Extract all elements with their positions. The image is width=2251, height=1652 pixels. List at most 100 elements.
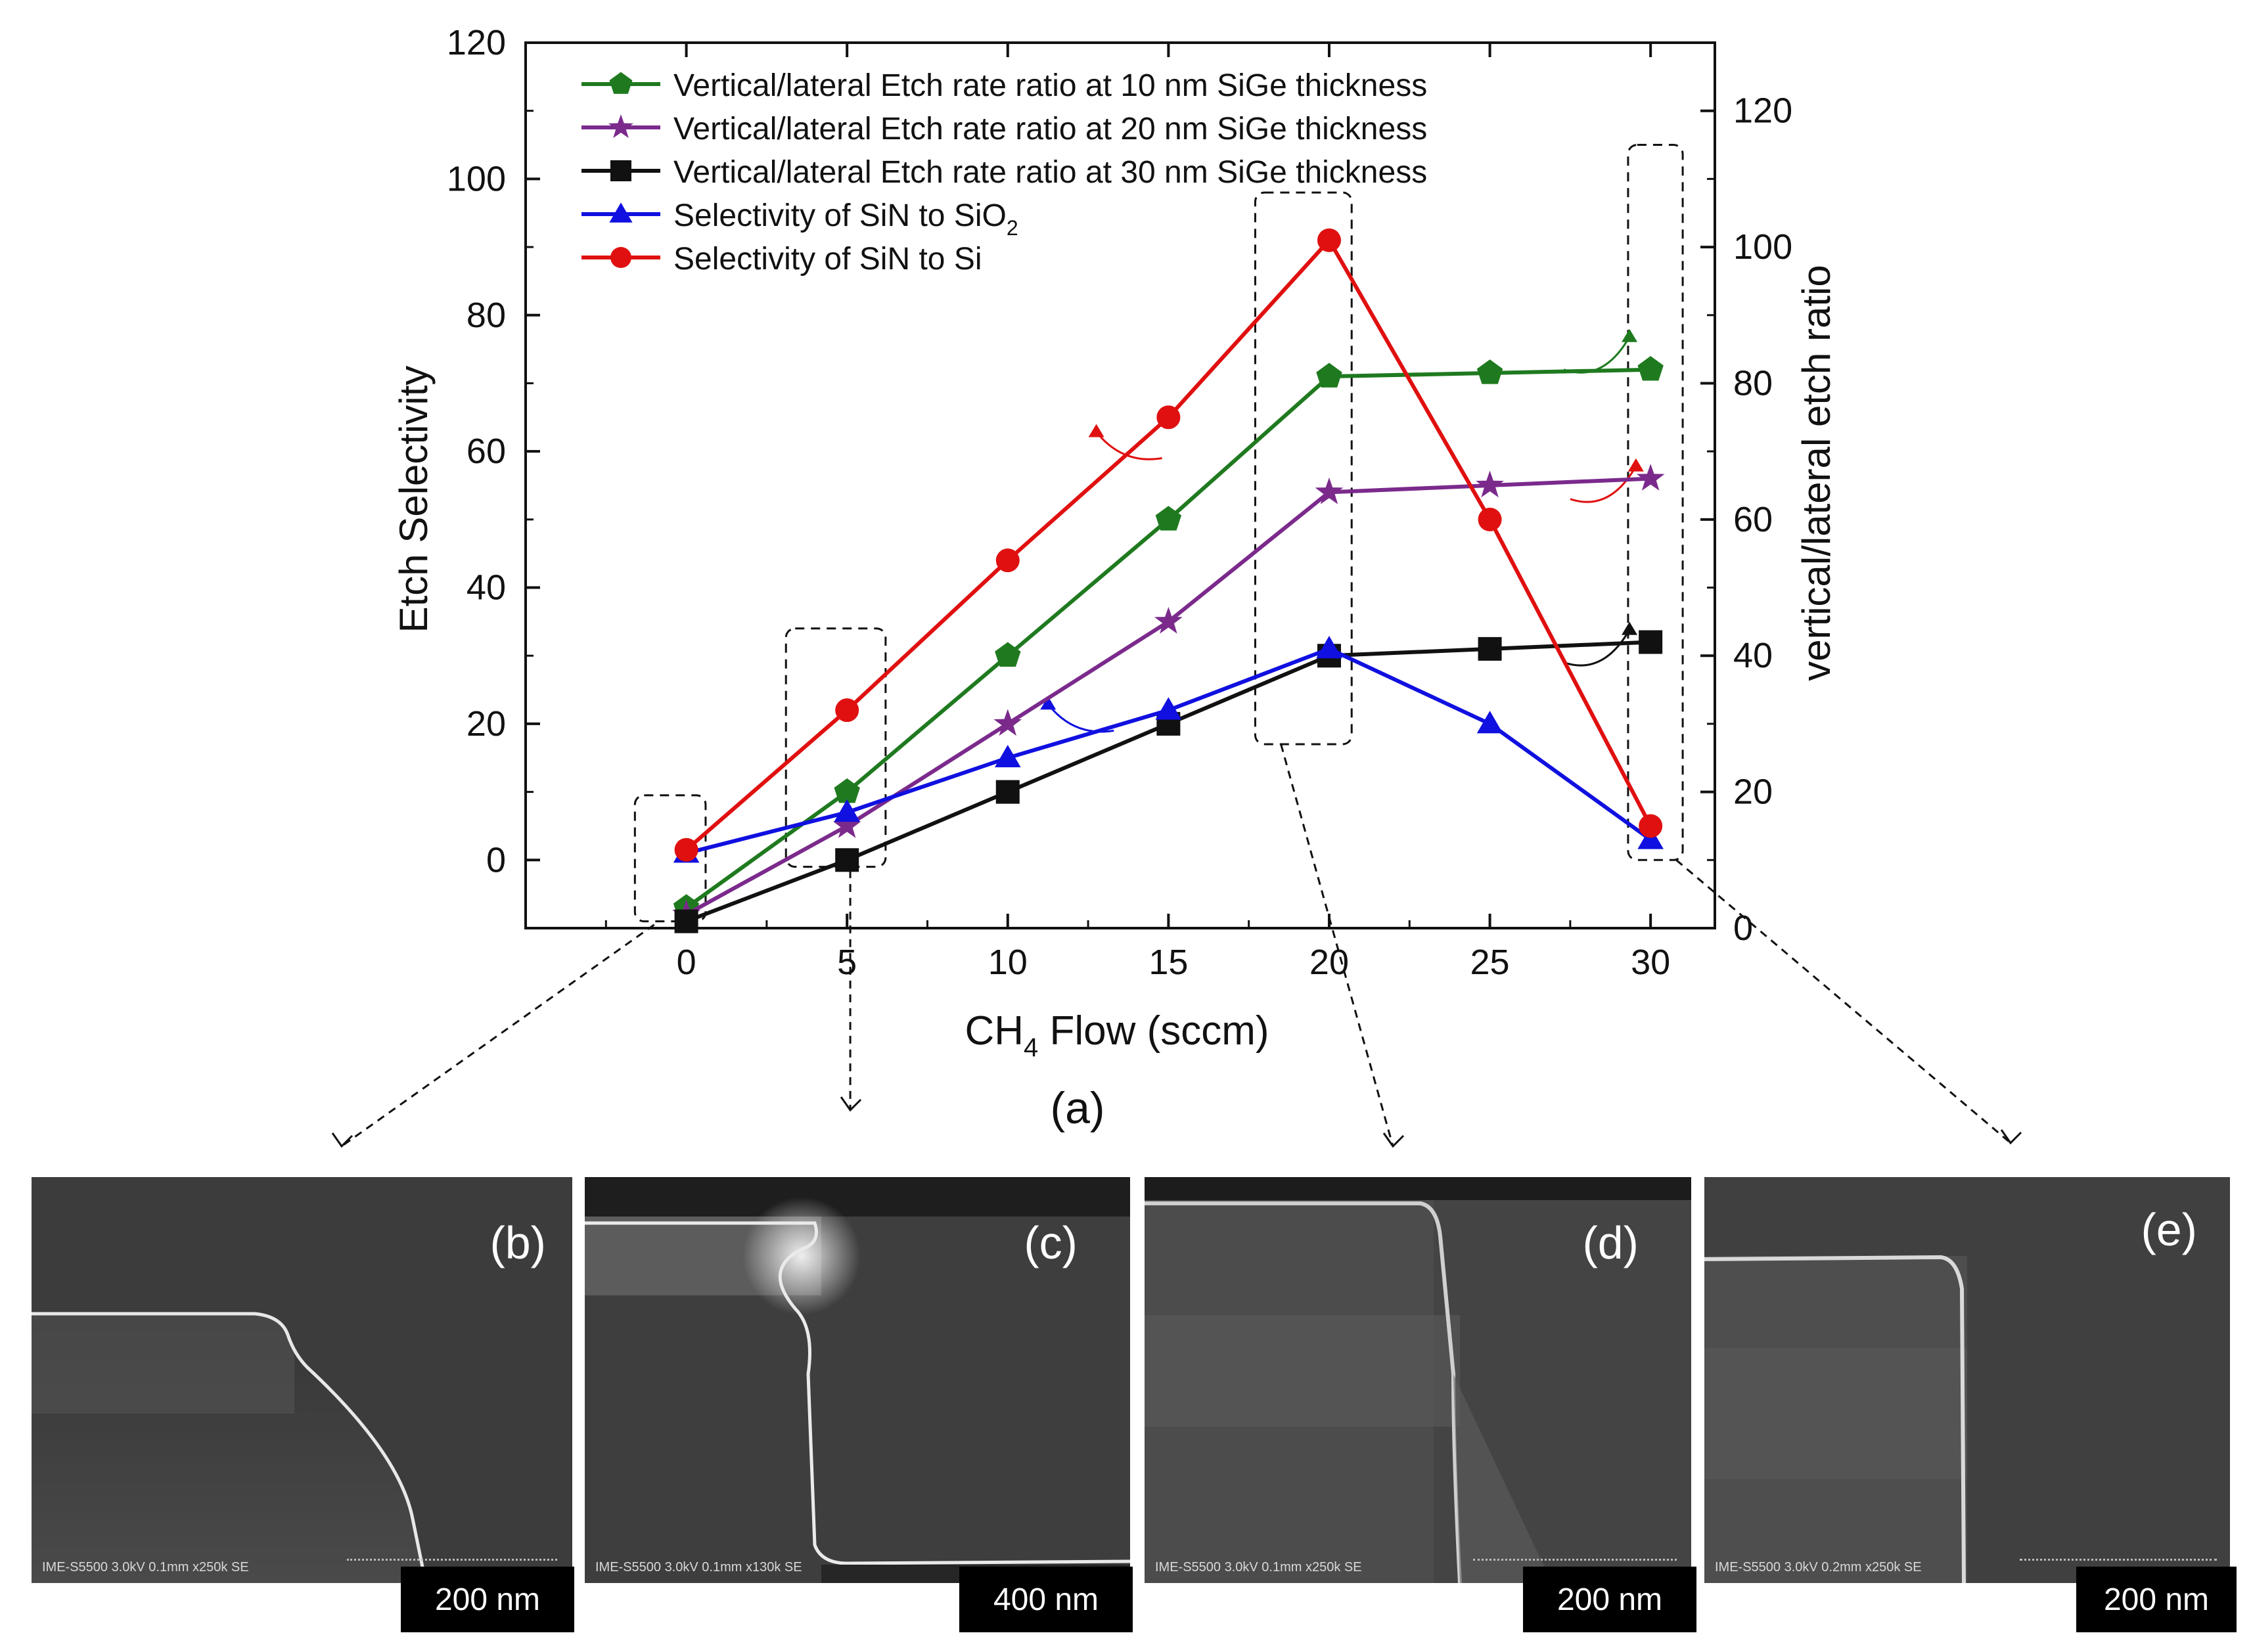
legend-marker-3 bbox=[609, 202, 633, 223]
x-tick-label: 5 bbox=[837, 943, 857, 982]
y-tick-label: 60 bbox=[466, 432, 506, 471]
sem-ticks-e bbox=[2020, 1553, 2217, 1561]
axis-indicator-arrowhead-1 bbox=[1040, 696, 1057, 710]
data-point-4-2 bbox=[995, 548, 1020, 573]
data-point-2-0 bbox=[674, 909, 698, 933]
data-point-1-5 bbox=[1476, 470, 1504, 498]
data-point-3-4 bbox=[1316, 636, 1342, 659]
series-line-4 bbox=[685, 236, 1652, 852]
y2-tick-label: 0 bbox=[1733, 908, 1753, 948]
y2-tick-label: 60 bbox=[1733, 500, 1773, 539]
y2-tick-label: 20 bbox=[1733, 772, 1773, 812]
y-axis-label: Etch Selectivity bbox=[392, 366, 436, 633]
data-point-3-5 bbox=[1476, 711, 1503, 734]
data-point-3-3 bbox=[1155, 697, 1182, 720]
legend-marker-1 bbox=[608, 114, 634, 139]
series-line-0 bbox=[685, 367, 1651, 910]
axis-indicator-arrowhead-2 bbox=[1622, 328, 1638, 342]
pointer-line-b bbox=[341, 924, 655, 1148]
y-tick-label: 20 bbox=[466, 704, 506, 744]
sem-tag-c: (c) bbox=[1024, 1217, 1078, 1268]
data-point-0-4 bbox=[1316, 363, 1342, 388]
axis-indicator-arrow-3 bbox=[1570, 465, 1637, 503]
sem-info-e: IME-S5500 3.0kV 0.2mm x250k SE bbox=[1715, 1560, 1922, 1574]
legend-label-0: Vertical/lateral Etch rate ratio at 10 n… bbox=[673, 68, 1427, 103]
pointer-arrowhead bbox=[840, 1096, 862, 1112]
sem-image-b bbox=[32, 1177, 572, 1583]
data-point-0-2 bbox=[995, 642, 1021, 667]
sem-panel-d: (d) IME-S5500 3.0kV 0.1mm x250k SE bbox=[1145, 1177, 1691, 1583]
y2-tick-label: 120 bbox=[1733, 91, 1792, 131]
series-line-3 bbox=[685, 646, 1652, 855]
sem-panel-e: (e) IME-S5500 3.0kV 0.2mm x250k SE bbox=[1704, 1177, 2230, 1583]
data-point-3-2 bbox=[994, 744, 1021, 768]
data-point-4-0 bbox=[674, 837, 698, 862]
series-line-2 bbox=[685, 640, 1651, 924]
data-point-0-1 bbox=[834, 778, 860, 803]
sem-panel-c: (c) IME-S5500 3.0kV 0.1mm x130k SE bbox=[585, 1177, 1130, 1583]
panel-label-a: (a) bbox=[1050, 1083, 1104, 1133]
y2-tick-label: 80 bbox=[1733, 363, 1773, 403]
sem-scalebar-c: 400 nm bbox=[959, 1567, 1133, 1632]
data-point-4-4 bbox=[1317, 228, 1341, 252]
axis-indicator-arrow-2 bbox=[1563, 336, 1631, 374]
axis-indicator-arrow-0 bbox=[1095, 431, 1162, 460]
y-tick-label: 40 bbox=[466, 568, 506, 608]
x-axis-label: CH4 Flow (sccm) bbox=[965, 1008, 1269, 1062]
sem-info-b: IME-S5500 3.0kV 0.1mm x250k SE bbox=[42, 1560, 249, 1574]
data-point-0-5 bbox=[1476, 359, 1503, 384]
legend-marker-4 bbox=[610, 247, 631, 268]
x-tick-label: 0 bbox=[677, 943, 696, 982]
sem-image-c bbox=[585, 1177, 1130, 1583]
data-point-1-6 bbox=[1636, 464, 1665, 491]
legend-marker-0 bbox=[609, 72, 633, 94]
data-point-4-5 bbox=[1478, 507, 1502, 531]
x-tick-label: 15 bbox=[1148, 943, 1188, 982]
data-point-1-2 bbox=[993, 709, 1022, 736]
sem-ticks-b bbox=[347, 1553, 557, 1561]
pointer-line-d bbox=[1280, 744, 1394, 1147]
y2-tick-label: 40 bbox=[1733, 636, 1773, 675]
y-tick-label: 120 bbox=[447, 23, 506, 62]
legend-label-2: Vertical/lateral Etch rate ratio at 30 n… bbox=[673, 155, 1427, 190]
data-point-2-1 bbox=[835, 848, 859, 872]
data-point-0-3 bbox=[1155, 506, 1182, 531]
highlight-box-30 bbox=[1627, 144, 1684, 861]
sem-scalebar-e: 200 nm bbox=[2076, 1567, 2237, 1632]
x-tick-label: 10 bbox=[988, 943, 1028, 982]
sem-tag-d: (d) bbox=[1582, 1217, 1639, 1268]
legend-label-1: Vertical/lateral Etch rate ratio at 20 n… bbox=[673, 112, 1427, 146]
sem-scalebar-b: 200 nm bbox=[401, 1567, 574, 1632]
data-point-1-4 bbox=[1315, 477, 1344, 504]
data-point-2-6 bbox=[1639, 630, 1663, 654]
axis-indicator-arrowhead-0 bbox=[1088, 424, 1104, 437]
x-tick-label: 20 bbox=[1309, 943, 1349, 982]
data-point-4-3 bbox=[1156, 405, 1181, 430]
data-point-2-2 bbox=[995, 780, 1020, 804]
axis-indicator-arrowhead-4 bbox=[1622, 621, 1638, 635]
y2-axis-label: vertical/lateral etch ratio bbox=[1794, 265, 1838, 681]
sem-tag-e: (e) bbox=[2141, 1204, 2197, 1255]
sem-ticks-d bbox=[1473, 1553, 1677, 1561]
y-tick-label: 100 bbox=[447, 159, 506, 198]
sem-image-d bbox=[1145, 1177, 1691, 1583]
axis-indicator-arrowhead-3 bbox=[1627, 458, 1644, 472]
y-tick-label: 80 bbox=[466, 296, 506, 335]
pointer-line-e bbox=[1675, 859, 2011, 1144]
x-tick-label: 30 bbox=[1631, 943, 1670, 982]
y2-tick-label: 100 bbox=[1733, 227, 1792, 267]
x-axis-label-rest: Flow (sccm) bbox=[1038, 1008, 1269, 1054]
highlight-box-20 bbox=[1254, 191, 1353, 746]
data-point-4-6 bbox=[1639, 814, 1663, 838]
x-axis-label-main: CH bbox=[965, 1008, 1024, 1054]
sem-image-e bbox=[1704, 1177, 2230, 1583]
data-point-1-1 bbox=[832, 811, 861, 838]
sem-info-c: IME-S5500 3.0kV 0.1mm x130k SE bbox=[595, 1560, 802, 1574]
x-axis-label-sub: 4 bbox=[1024, 1033, 1038, 1062]
sem-scalebar-d: 200 nm bbox=[1523, 1567, 1696, 1632]
data-point-2-5 bbox=[1478, 636, 1502, 661]
sem-info-d: IME-S5500 3.0kV 0.1mm x250k SE bbox=[1155, 1560, 1362, 1574]
plot-frame bbox=[524, 41, 1716, 929]
data-point-3-1 bbox=[834, 799, 860, 822]
